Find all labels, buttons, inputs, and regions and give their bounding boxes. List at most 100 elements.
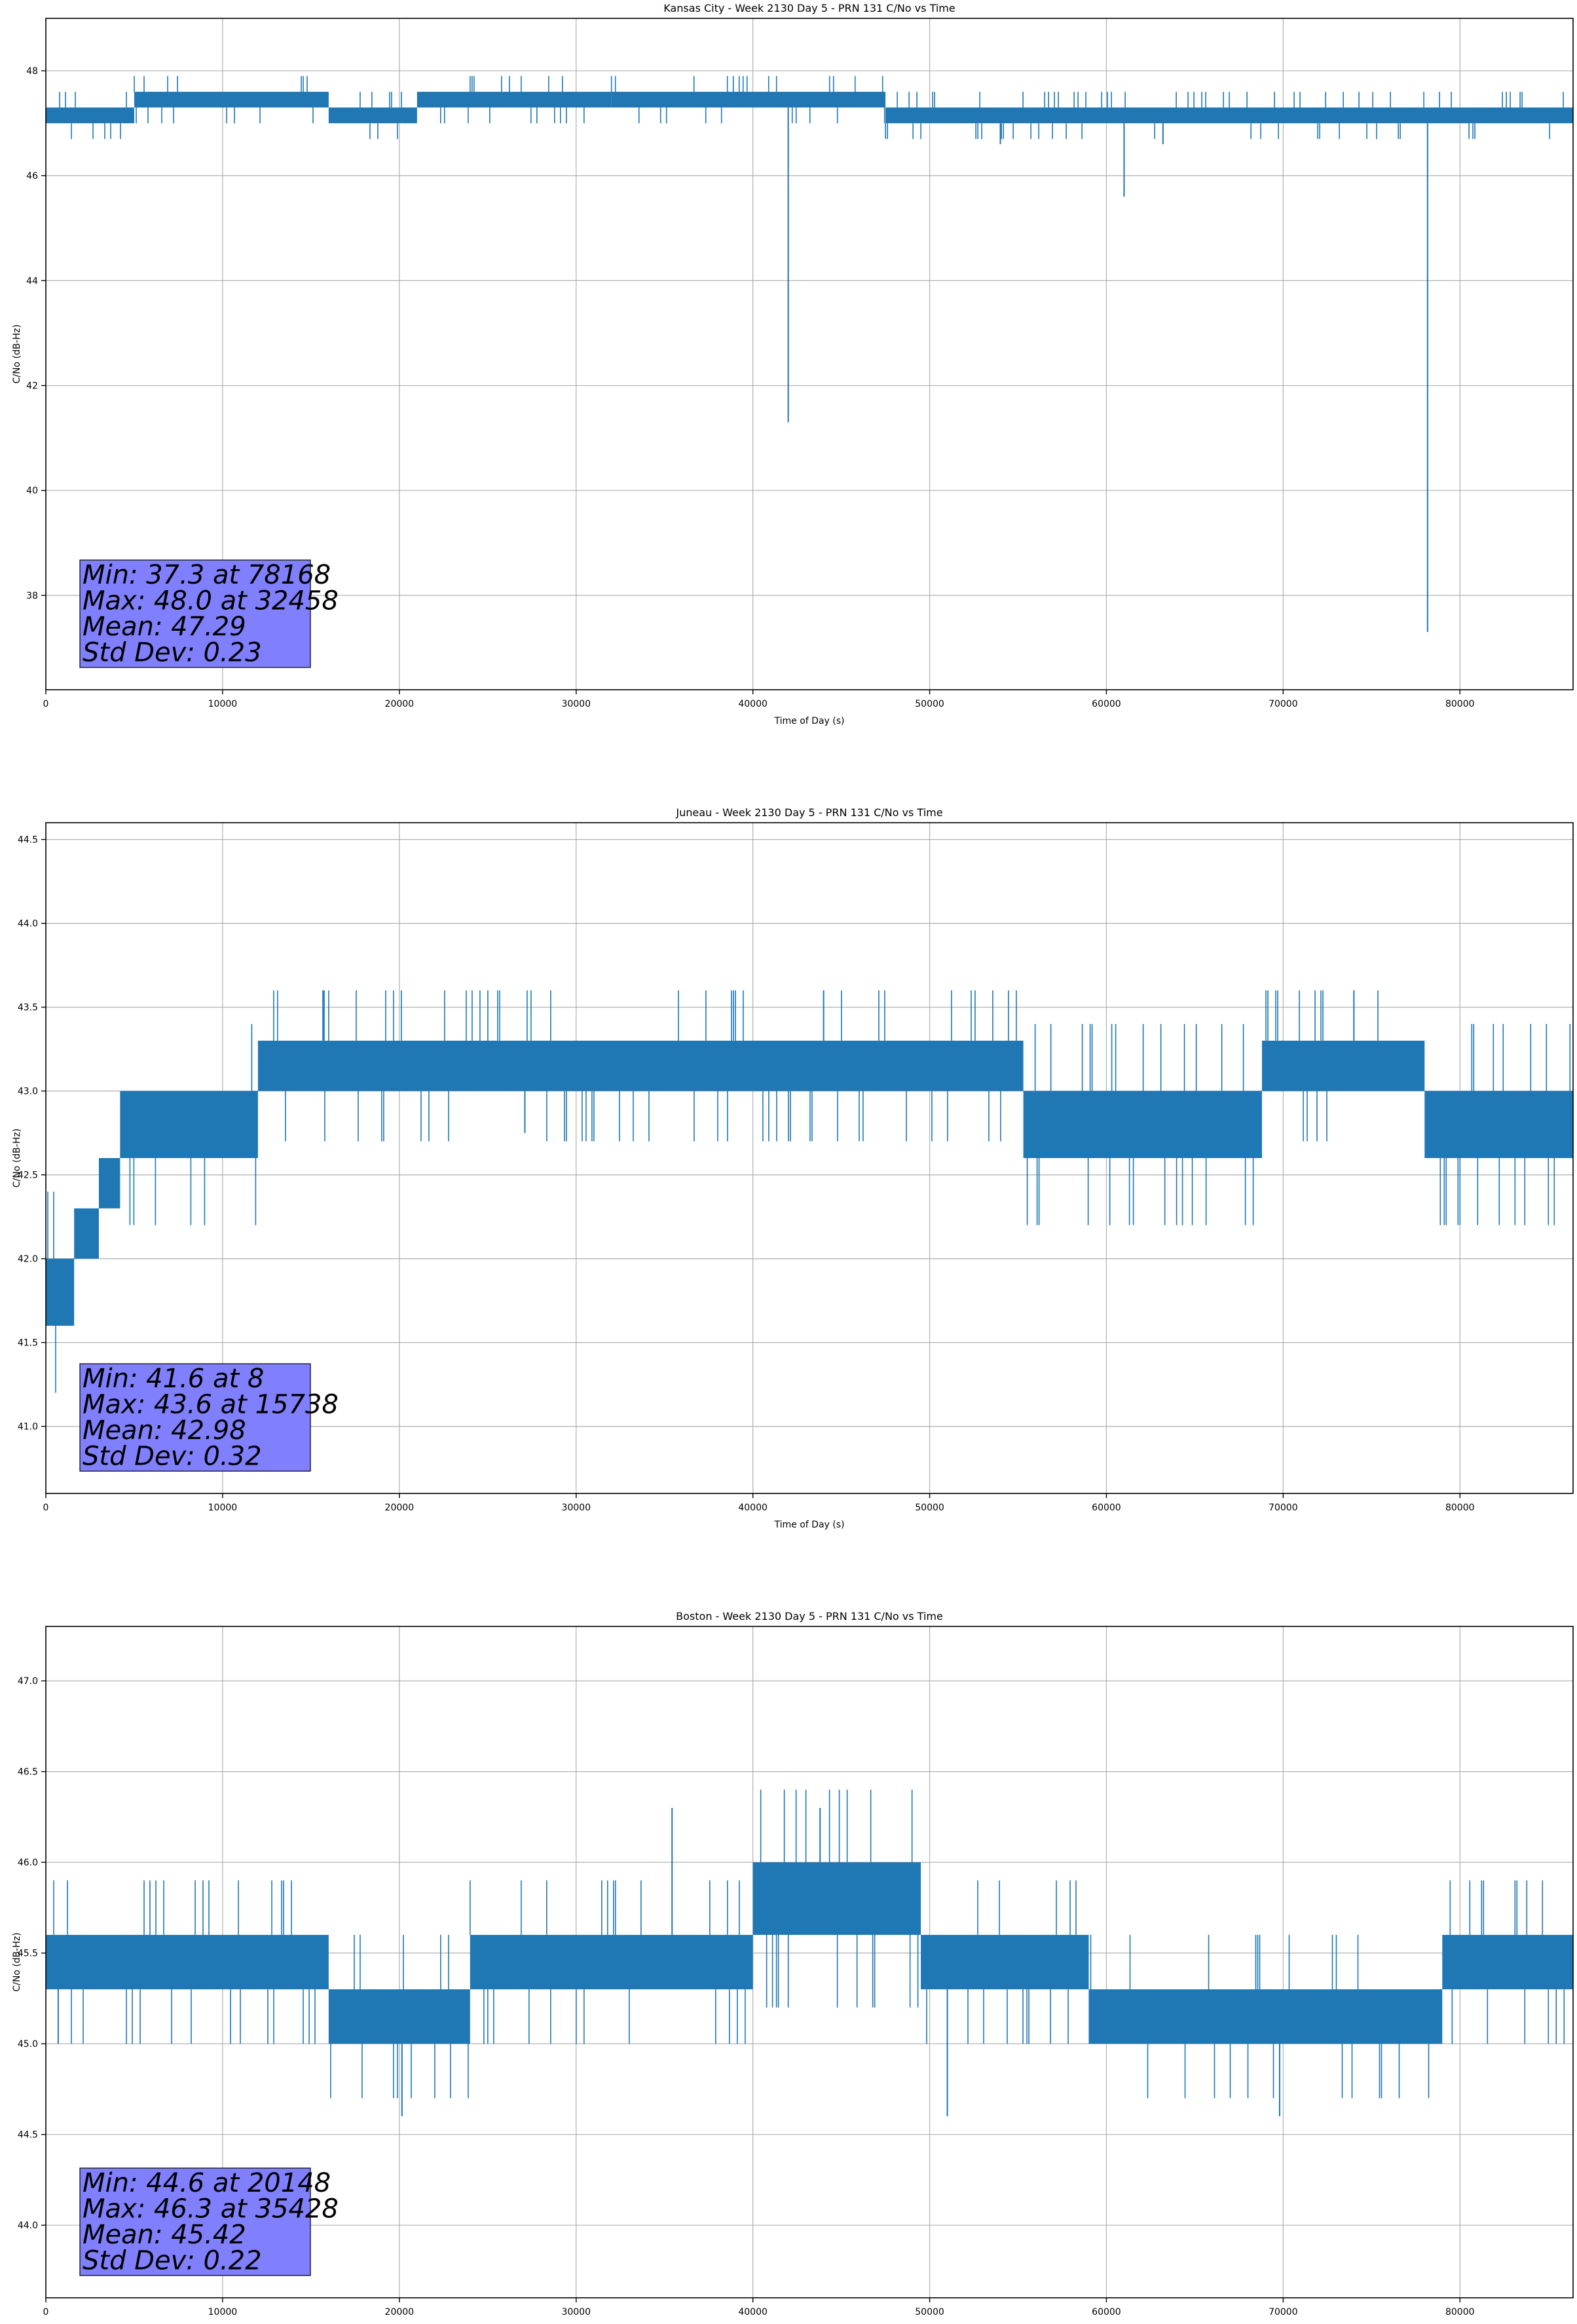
data-band — [885, 107, 1573, 124]
data-noise — [440, 76, 585, 124]
chart-2: 0 10000 20000 30000 40000 50000 60000 70000 8000… — [12, 806, 1574, 1530]
y-tick-label: 40 — [26, 486, 38, 497]
data-band — [470, 1934, 753, 1990]
x-axis: 0 10000 20000 30000 40000 50000 60000 70000 8000… — [43, 1493, 1475, 1513]
data-noise — [59, 92, 127, 140]
y-axis: 38 40 42 44 46 48 — [26, 66, 46, 601]
data-noise — [610, 76, 885, 124]
data-band — [46, 1934, 329, 1990]
x-tick-label: 0 — [43, 1503, 49, 1513]
data-noise — [129, 1024, 257, 1226]
x-tick-label: 40000 — [738, 2307, 768, 2317]
x-tick-label: 50000 — [915, 2307, 944, 2317]
y-tick-label: 46.0 — [18, 1858, 38, 1868]
data-noise — [273, 990, 1017, 1142]
y-tick-label: 46.5 — [18, 1767, 38, 1778]
y-tick-label: 41.0 — [18, 1422, 38, 1433]
data-noise — [470, 1880, 746, 2044]
data-band — [46, 107, 134, 124]
y-tick-label: 44.0 — [18, 919, 38, 929]
data-band — [1088, 1989, 1443, 2044]
x-axis-label: Time of Day (s) — [774, 716, 845, 726]
stats-box-background — [79, 559, 311, 668]
x-axis: 0 10000 20000 30000 40000 50000 60000 70000 8000… — [43, 2298, 1475, 2317]
data-band — [1442, 1934, 1573, 1990]
y-tick-label: 42.0 — [18, 1254, 38, 1265]
x-tick-label: 60000 — [1092, 699, 1121, 709]
stats-line: Max: 43.6 at 15738 — [83, 1390, 339, 1420]
data-noise — [330, 1934, 469, 2099]
data-noise — [1449, 1880, 1565, 2044]
chart-title: Kansas City - Week 2130 Day 5 - PRN 131 … — [663, 2, 955, 14]
x-tick-label: 60000 — [1092, 2307, 1121, 2317]
y-tick-label: 38 — [26, 591, 38, 601]
stats-line: Min: 37.3 at 78168 — [83, 560, 331, 590]
stats-line: Std Dev: 0.23 — [83, 638, 262, 668]
x-axis: 0 10000 20000 30000 40000 50000 60000 70000 8000… — [43, 690, 1475, 709]
stats-box-background — [79, 1363, 311, 1472]
x-tick-label: 30000 — [561, 1503, 591, 1513]
x-tick-label: 60000 — [1092, 1503, 1121, 1513]
stats-box-background — [79, 2167, 311, 2276]
x-tick-label: 10000 — [208, 699, 238, 709]
data-band — [611, 92, 886, 108]
data-band — [328, 107, 417, 124]
chart-title: Boston - Week 2130 Day 5 - PRN 131 C/No … — [676, 1610, 943, 1622]
stats-line: Max: 48.0 at 32458 — [83, 586, 339, 616]
data-band — [74, 1208, 99, 1259]
y-tick-label: 48 — [26, 66, 38, 77]
data-band — [1023, 1091, 1262, 1158]
data-noise — [53, 1880, 316, 2044]
y-tick-label: 42 — [26, 381, 38, 392]
x-tick-label: 50000 — [915, 1503, 944, 1513]
x-tick-label: 20000 — [385, 2307, 415, 2317]
data-band — [1261, 1040, 1425, 1091]
stats-line: Std Dev: 0.32 — [83, 1442, 262, 1472]
data-noise — [134, 76, 314, 124]
axes-frame — [45, 822, 1574, 1494]
data-series — [46, 1790, 1573, 2116]
y-tick-label: 46 — [26, 171, 38, 181]
grid — [45, 18, 1573, 690]
y-axis-label: C/No (dB-Hz) — [12, 324, 22, 383]
x-tick-label: 70000 — [1269, 2307, 1298, 2317]
stats-line: Min: 41.6 at 8 — [83, 1364, 264, 1394]
stats-line: Min: 44.6 at 20148 — [83, 2168, 331, 2198]
y-tick-label: 42.5 — [18, 1171, 38, 1181]
data-noise — [1090, 1934, 1430, 2099]
x-tick-label: 80000 — [1445, 1503, 1475, 1513]
chart-3: 0 10000 20000 30000 40000 50000 60000 70000 8000… — [12, 1610, 1574, 2317]
y-tick-label: 45.5 — [18, 1949, 38, 1959]
data-noise — [885, 92, 1564, 140]
axes-frame — [45, 18, 1574, 690]
data-band — [752, 1862, 921, 1935]
data-series — [46, 990, 1573, 1393]
data-noise — [47, 1191, 56, 1393]
y-axis-label: C/No (dB-Hz) — [12, 1932, 22, 1991]
data-band — [921, 1934, 1089, 1990]
stats-line: Mean: 42.98 — [83, 1415, 246, 1446]
chart-1: 0 10000 20000 30000 40000 50000 60000 70000 8000… — [12, 2, 1574, 726]
data-noise — [926, 1880, 1077, 2044]
x-tick-label: 10000 — [208, 2307, 238, 2317]
data-band — [328, 1989, 470, 2044]
data-band — [257, 1040, 1024, 1091]
data-noise — [1026, 1024, 1254, 1226]
y-tick-label: 44 — [26, 276, 38, 286]
data-band — [134, 92, 329, 108]
x-tick-label: 30000 — [561, 699, 591, 709]
stats-line: Std Dev: 0.22 — [83, 2246, 262, 2276]
chart-title: Juneau - Week 2130 Day 5 - PRN 131 C/No … — [675, 806, 942, 819]
data-band — [1424, 1091, 1573, 1158]
data-band — [98, 1158, 121, 1209]
data-noise — [360, 92, 402, 140]
y-tick-label: 44.5 — [18, 2130, 38, 2141]
y-tick-label: 41.5 — [18, 1338, 38, 1349]
stats-line: Mean: 45.42 — [83, 2220, 246, 2250]
x-tick-label: 40000 — [738, 1503, 768, 1513]
x-tick-label: 70000 — [1269, 699, 1298, 709]
data-noise — [760, 1790, 919, 2008]
